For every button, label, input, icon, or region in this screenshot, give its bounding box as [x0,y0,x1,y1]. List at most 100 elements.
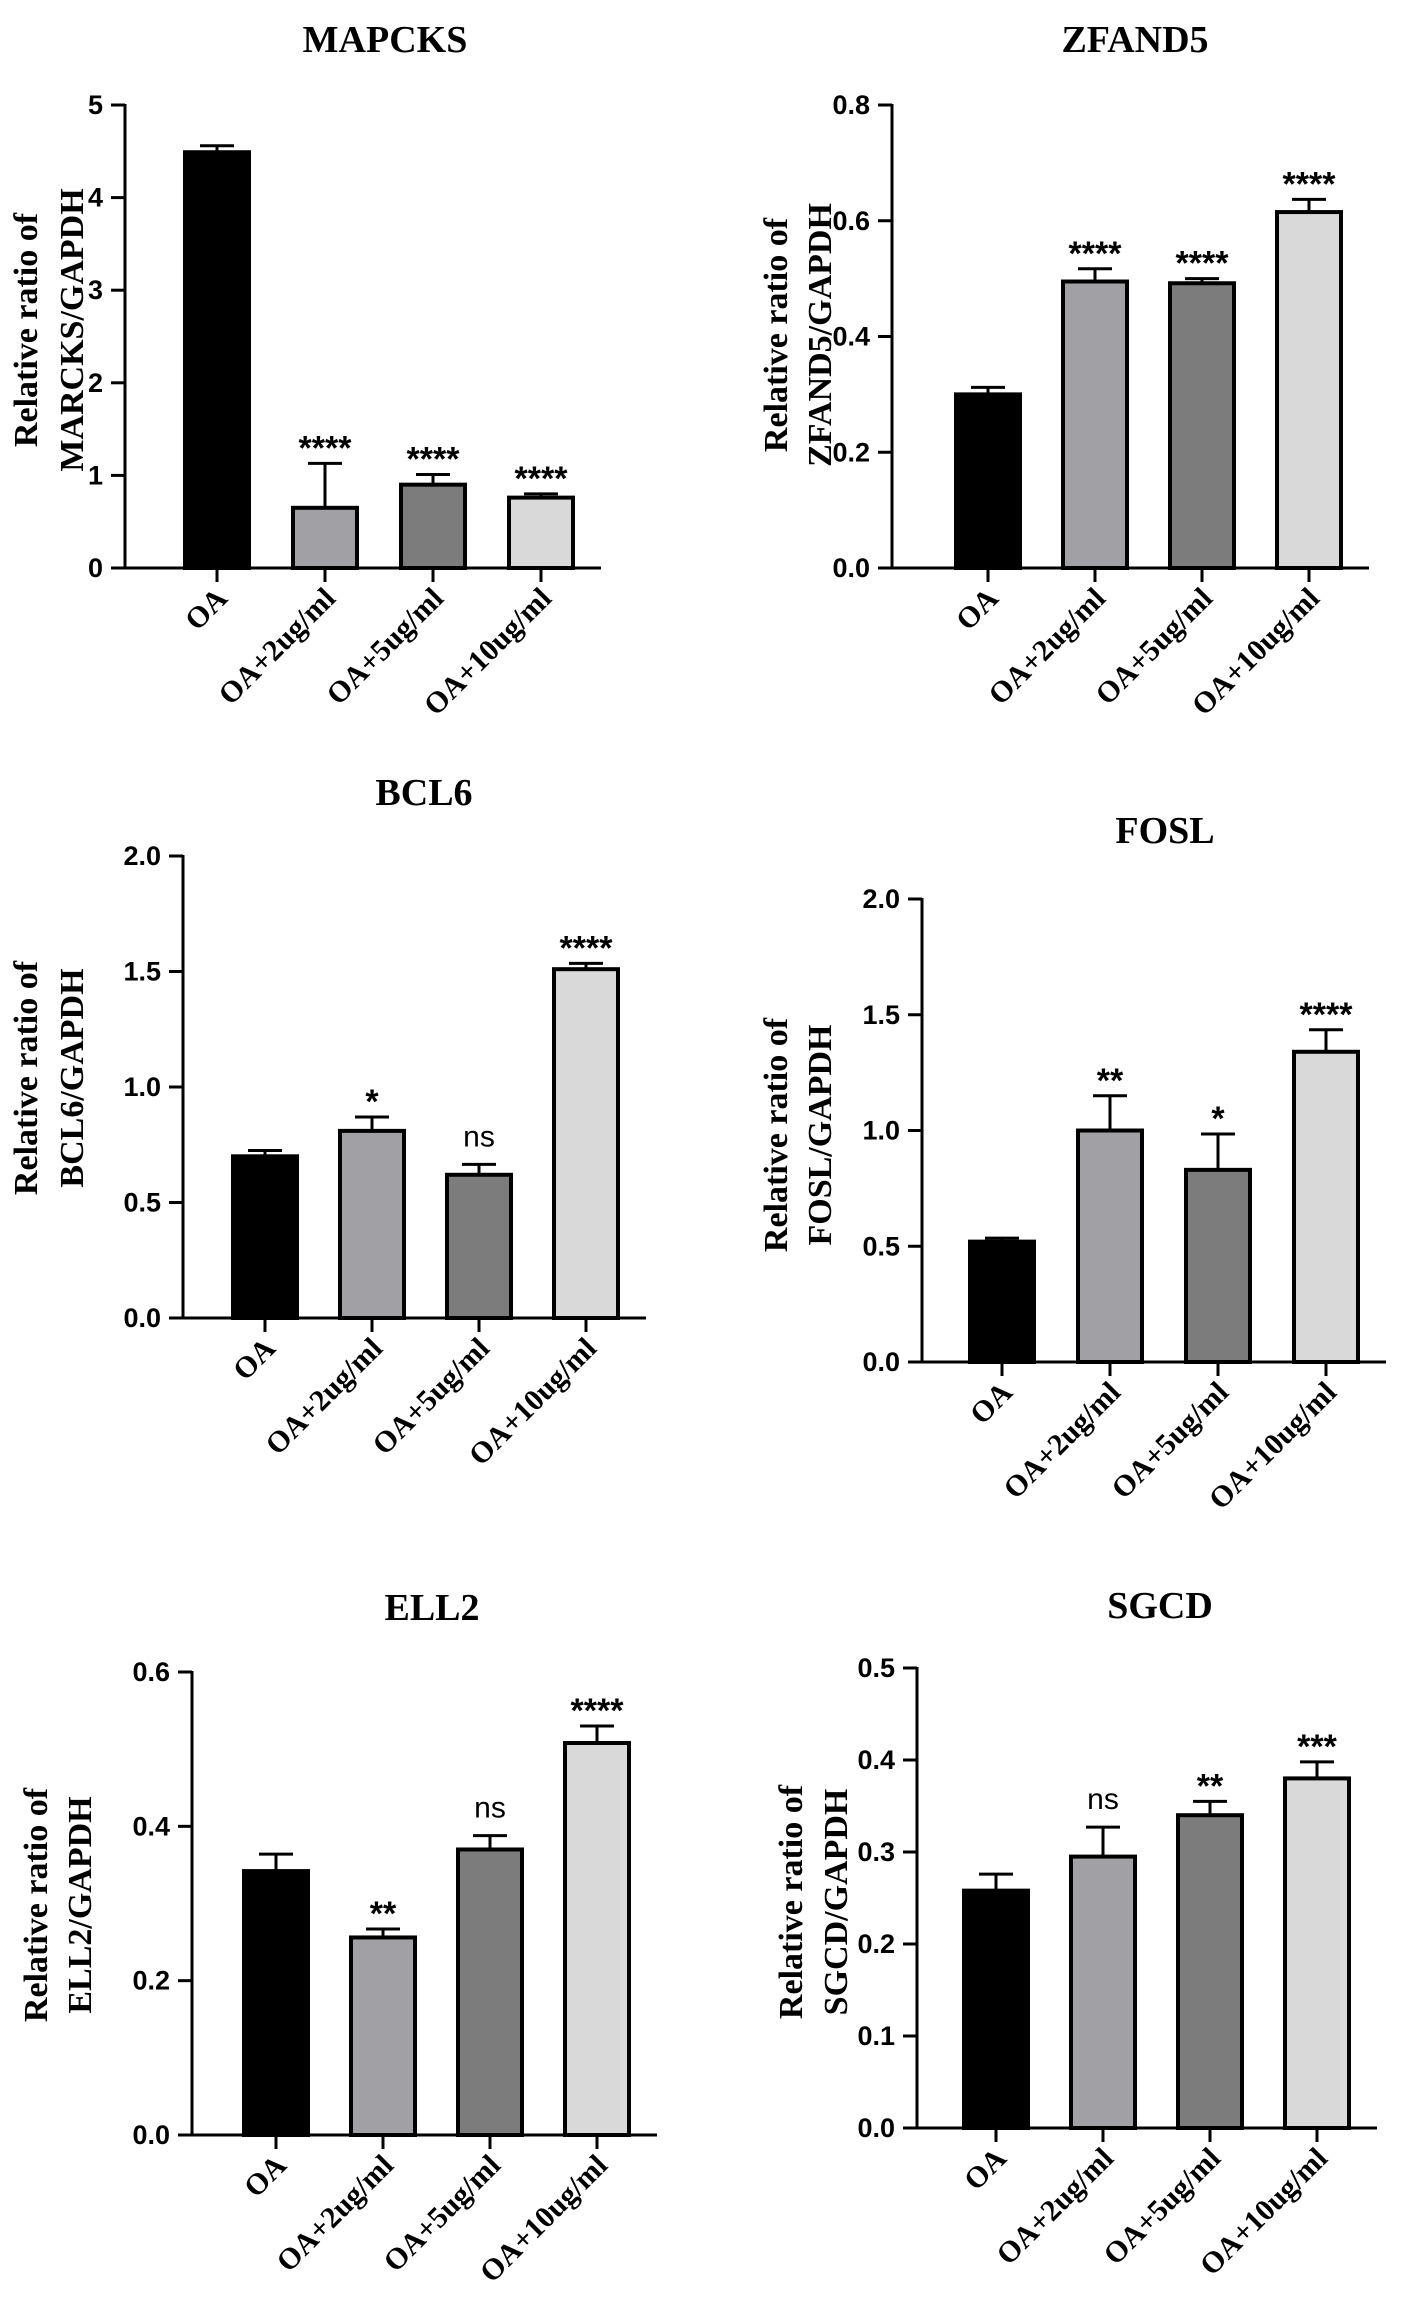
bar-oa-5ug-ml [445,1172,513,1321]
significance-label: *** [1297,1728,1337,1766]
y-axis-label-line-1: Relative ratio of [8,960,45,1195]
chart-panel-mapcks: MAPCKS Relative ratio of MARCKS/GAPDH 0 1 2 3 4… [8,19,601,722]
y-tick-label: 0.0 [857,2113,895,2143]
y-tick-label: 0.3 [857,1837,895,1867]
significance-label: ns [463,1120,495,1153]
y-tick-label: 2 [88,368,103,398]
y-tick-label: 2.0 [862,884,900,914]
chart-panel-bcl6: BCL6 Relative ratio of BCL6/GAPDH 0.0 0.5 1.0… [8,772,646,1472]
y-axis-label-line-2: ZFAND5/GAPDH [802,203,839,467]
y-axis-label-line-2: FOSL/GAPDH [802,1024,839,1245]
significance-label: **** [1069,235,1123,273]
y-tick-label: 3 [88,275,103,305]
significance-label: **** [1300,996,1354,1034]
y-tick-label: 0.4 [857,1745,895,1775]
x-category-label: OA [238,2148,293,2203]
bar-oa-2ug-ml [1069,1854,1137,2130]
significance-label: ** [1097,1062,1124,1100]
y-axis-label-line-1: Relative ratio of [18,1787,55,2022]
bar-oa-2ug-ml [349,1935,417,2138]
y-tick-label: 0 [88,553,103,583]
x-category-label: OA [958,2141,1013,2196]
x-category-label: OA+2ug/ml [212,582,342,712]
chart-title: ELL2 [384,1587,479,1629]
significance-label: * [365,1083,379,1121]
bar-oa-2ug-ml [338,1128,406,1321]
bar-oa-2ug-ml [291,505,359,570]
y-tick-label: 4 [88,183,103,213]
y-tick-label: 0.5 [862,1231,900,1261]
y-tick-label: 0.0 [832,553,870,583]
significance-label: **** [407,440,461,478]
y-axis-label-line-1: Relative ratio of [758,217,795,452]
y-tick-label: 0.6 [132,1657,170,1687]
chart-title: MAPCKS [303,19,468,61]
y-axis-label-line-2: BCL6/GAPDH [54,968,91,1187]
significance-label: **** [1283,165,1337,203]
significance-label: **** [1176,245,1230,283]
bar-oa-10ug-ml [1283,1776,1351,2131]
y-tick-label: 0.6 [832,206,870,236]
x-category-label: OA [950,581,1005,636]
y-tick-label: 0.0 [862,1347,900,1377]
y-axis-label-line-1: Relative ratio of [773,1784,810,2019]
bar-oa [954,392,1022,570]
y-axis-label-line-2: MARCKS/GAPDH [54,188,91,471]
y-tick-label: 0.2 [132,1966,170,1996]
bar-oa [968,1239,1036,1364]
bar-oa-10ug-ml [1292,1049,1360,1365]
y-axis-label-line-2: SGCD/GAPDH [818,1789,855,2016]
chart-panel-fosl: FOSL Relative ratio of FOSL/GAPDH 0.0 0.5 1.0… [758,810,1386,1516]
bar-oa-10ug-ml [1275,210,1343,570]
bar-oa [231,1154,299,1321]
y-tick-label: 0.2 [832,437,870,467]
bar-oa-5ug-ml [456,1847,524,2137]
significance-label: ** [370,1895,397,1933]
y-tick-label: 0.1 [857,2021,895,2051]
chart-title: FOSL [1115,810,1214,852]
significance-label: **** [571,1692,625,1730]
y-tick-label: 1.0 [123,1072,161,1102]
chart-title: SGCD [1107,1585,1213,1627]
chart-panel-sgcd: SGCD Relative ratio of SGCD/GAPDH 0.0 0.1 0.2… [773,1585,1377,2282]
significance-label: **** [515,460,569,498]
bar-oa-10ug-ml [563,1740,631,2137]
significance-label: ns [474,1792,506,1825]
y-axis-label-line-2: ELL2/GAPDH [62,1796,99,2013]
x-category-label: OA [227,1331,282,1386]
y-tick-label: 1 [88,460,103,490]
bar-oa-2ug-ml [1076,1128,1144,1364]
y-axis-label-line-1: Relative ratio of [758,1017,795,1252]
y-axis-label-line-1: Relative ratio of [8,212,45,447]
bar-oa [183,150,251,570]
bar-oa-5ug-ml [399,482,467,570]
significance-label: ** [1197,1767,1224,1805]
y-tick-label: 2.0 [123,841,161,871]
y-tick-label: 0.0 [123,1303,161,1333]
bar-oa-5ug-ml [1184,1167,1252,1364]
x-category-label: OA [964,1375,1019,1430]
y-tick-label: 5 [88,90,103,120]
x-category-label: OA [179,581,234,636]
significance-label: ns [1087,1783,1119,1816]
significance-label: **** [560,929,614,967]
y-tick-label: 0.0 [132,2120,170,2150]
y-tick-label: 1.5 [123,957,161,987]
y-tick-label: 0.4 [832,322,870,352]
y-tick-label: 1.5 [862,1000,900,1030]
chart-title: BCL6 [375,772,472,814]
bar-oa-10ug-ml [507,495,575,570]
bar-oa [962,1888,1030,2131]
significance-label: **** [299,429,353,467]
chart-title: ZFAND5 [1061,19,1208,61]
y-tick-label: 0.5 [123,1188,161,1218]
chart-panel-zfand5: ZFAND5 Relative ratio of ZFAND5/GAPDH 0.0 0.… [758,19,1369,722]
bar-oa-2ug-ml [1061,279,1129,570]
significance-label: * [1211,1100,1225,1138]
bar-oa [242,1869,310,2137]
bar-oa-10ug-ml [552,967,620,1320]
x-category-label: OA+2ug/ml [997,1376,1127,1506]
chart-panel-ell2: ELL2 Relative ratio of ELL2/GAPDH 0.0 0.2 0.4… [18,1587,657,2289]
bar-oa-5ug-ml [1168,281,1236,570]
bar-oa-5ug-ml [1176,1813,1244,2130]
